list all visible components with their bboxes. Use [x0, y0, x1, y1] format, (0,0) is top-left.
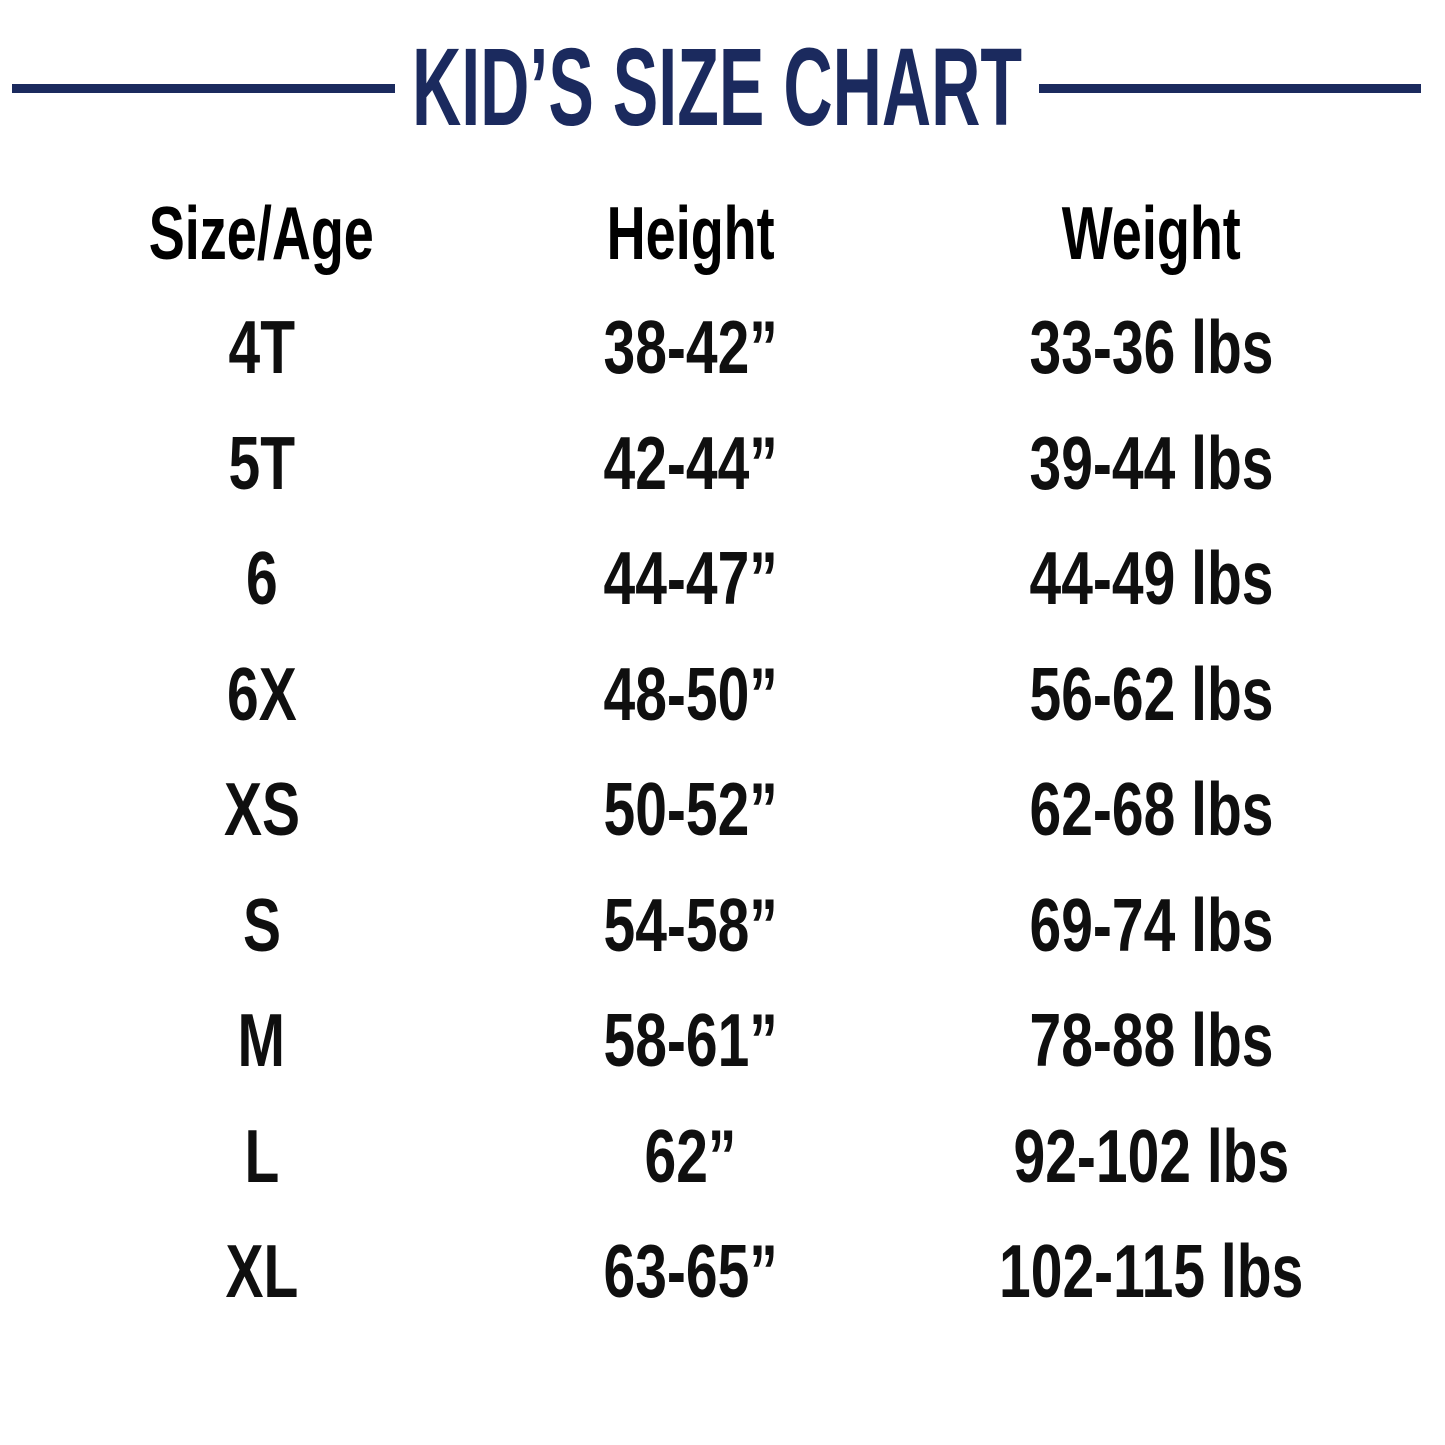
table-cell-size: M	[237, 998, 286, 1083]
table-cell-weight: 56-62 lbs	[1029, 651, 1274, 736]
table-cell-weight: 44-49 lbs	[1029, 536, 1274, 621]
title-rule-right	[1038, 83, 1421, 93]
page-title: KID’S SIZE CHART	[411, 26, 1022, 149]
table-cell-size: 4T	[228, 305, 295, 390]
title-rule-left	[12, 83, 395, 93]
table-cell-height: 63-65”	[603, 1229, 778, 1314]
table-cell-height: 62”	[644, 1113, 737, 1198]
table-cell-weight: 69-74 lbs	[1029, 882, 1274, 967]
table-cell-height: 42-44”	[603, 420, 778, 505]
table-cell-weight: 92-102 lbs	[1013, 1113, 1290, 1198]
table-cell-weight: 62-68 lbs	[1029, 767, 1274, 852]
column-header-size-age: Size/Age	[148, 190, 375, 275]
table-cell-weight: 39-44 lbs	[1029, 420, 1274, 505]
table-cell-size: 6X	[226, 651, 297, 736]
table-cell-size: 6	[245, 536, 278, 621]
table-cell-size: 5T	[228, 420, 295, 505]
table-cell-height: 54-58”	[603, 882, 778, 967]
table-cell-height: 48-50”	[603, 651, 778, 736]
table-cell-weight: 33-36 lbs	[1029, 305, 1274, 390]
table-cell-height: 44-47”	[603, 536, 778, 621]
table-cell-height: 50-52”	[603, 767, 778, 852]
table-cell-height: 38-42”	[603, 305, 778, 390]
title-row: KID’S SIZE CHART	[0, 0, 1445, 176]
table-cell-height: 58-61”	[603, 998, 778, 1083]
size-table: Size/Age Height Weight 4T 38-42” 33-36 l…	[0, 176, 1445, 1330]
table-cell-size: S	[242, 882, 281, 967]
table-cell-weight: 78-88 lbs	[1029, 998, 1274, 1083]
table-cell-size: XS	[223, 767, 300, 852]
column-header-weight: Weight	[1062, 190, 1242, 275]
table-cell-size: XL	[225, 1229, 298, 1314]
table-cell-size: L	[244, 1113, 279, 1198]
table-cell-weight: 102-115 lbs	[999, 1229, 1304, 1314]
column-header-height: Height	[606, 190, 775, 275]
title-wrap: KID’S SIZE CHART	[411, 33, 1021, 143]
